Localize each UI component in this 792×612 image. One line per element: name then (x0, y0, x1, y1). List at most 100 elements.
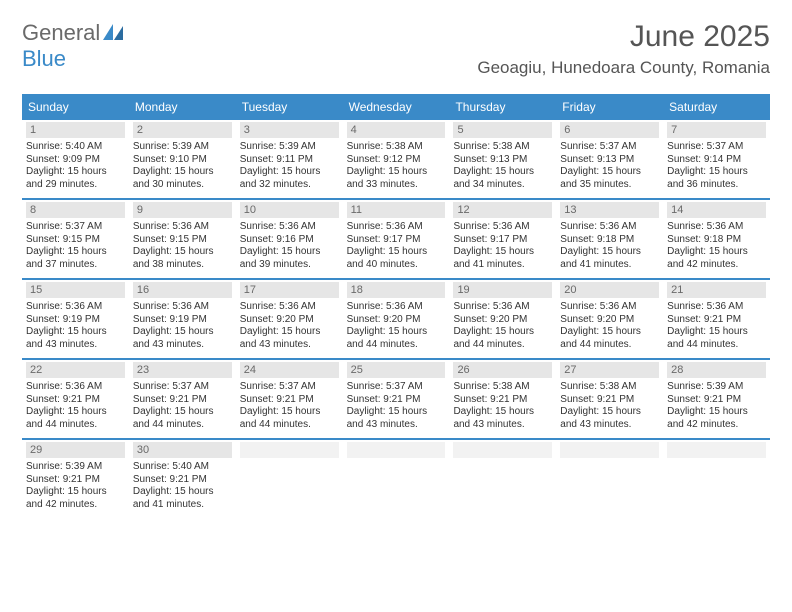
day-number: 20 (560, 282, 659, 298)
cell-daylight2: and 39 minutes. (240, 259, 339, 272)
cell-sunrise: Sunrise: 5:37 AM (667, 141, 766, 154)
cell-daylight1: Daylight: 15 hours (347, 166, 446, 179)
day-number (560, 442, 659, 458)
cell-sunrise: Sunrise: 5:40 AM (26, 141, 125, 154)
calendar-cell: 17Sunrise: 5:36 AMSunset: 9:20 PMDayligh… (236, 280, 343, 358)
dayhead-sun: Sunday (22, 96, 129, 118)
cell-sunrise: Sunrise: 5:40 AM (133, 461, 232, 474)
cell-sunrise: Sunrise: 5:39 AM (240, 141, 339, 154)
cell-daylight2: and 41 minutes. (560, 259, 659, 272)
day-number: 11 (347, 202, 446, 218)
cell-daylight2: and 44 minutes. (347, 339, 446, 352)
cell-daylight2: and 44 minutes. (560, 339, 659, 352)
cell-sunset: Sunset: 9:20 PM (347, 314, 446, 327)
cell-sunset: Sunset: 9:19 PM (133, 314, 232, 327)
logo-text-general: General (22, 20, 100, 46)
cell-daylight2: and 43 minutes. (240, 339, 339, 352)
day-number (240, 442, 339, 458)
calendar-cell: 4Sunrise: 5:38 AMSunset: 9:12 PMDaylight… (343, 120, 450, 198)
logo-text-blue: Blue (22, 46, 66, 71)
cell-daylight1: Daylight: 15 hours (667, 246, 766, 259)
dayhead-tue: Tuesday (236, 96, 343, 118)
day-number: 17 (240, 282, 339, 298)
cell-sunset: Sunset: 9:21 PM (667, 314, 766, 327)
cell-sunset: Sunset: 9:20 PM (453, 314, 552, 327)
calendar-cell: 18Sunrise: 5:36 AMSunset: 9:20 PMDayligh… (343, 280, 450, 358)
cell-daylight2: and 41 minutes. (453, 259, 552, 272)
cell-sunrise: Sunrise: 5:39 AM (26, 461, 125, 474)
dayhead-thu: Thursday (449, 96, 556, 118)
cell-daylight1: Daylight: 15 hours (560, 166, 659, 179)
cell-daylight1: Daylight: 15 hours (667, 326, 766, 339)
header: General June 2025 Geoagiu, Hunedoara Cou… (0, 0, 792, 84)
calendar-cell: 8Sunrise: 5:37 AMSunset: 9:15 PMDaylight… (22, 200, 129, 278)
cell-daylight2: and 37 minutes. (26, 259, 125, 272)
cell-daylight1: Daylight: 15 hours (347, 326, 446, 339)
cell-sunset: Sunset: 9:21 PM (347, 394, 446, 407)
cell-sunset: Sunset: 9:13 PM (560, 154, 659, 167)
day-number: 26 (453, 362, 552, 378)
cell-sunset: Sunset: 9:21 PM (667, 394, 766, 407)
cell-sunrise: Sunrise: 5:38 AM (560, 381, 659, 394)
cell-daylight1: Daylight: 15 hours (26, 246, 125, 259)
cell-sunset: Sunset: 9:21 PM (133, 474, 232, 487)
cell-daylight2: and 40 minutes. (347, 259, 446, 272)
cell-sunrise: Sunrise: 5:38 AM (347, 141, 446, 154)
dayhead-mon: Monday (129, 96, 236, 118)
cell-sunrise: Sunrise: 5:36 AM (240, 301, 339, 314)
week-row: 29 Sunrise: 5:39 AM Sunset: 9:21 PMDayligh… (22, 438, 770, 518)
cell-daylight2: and 30 minutes. (133, 179, 232, 192)
calendar-cell: 19Sunrise: 5:36 AMSunset: 9:20 PMDayligh… (449, 280, 556, 358)
calendar-cell: 14Sunrise: 5:36 AMSunset: 9:18 PMDayligh… (663, 200, 770, 278)
cell-daylight1: Daylight: 15 hours (133, 246, 232, 259)
day-number: 21 (667, 282, 766, 298)
day-number (453, 442, 552, 458)
day-number: 25 (347, 362, 446, 378)
logo: General (22, 20, 125, 46)
day-number: 29 (26, 442, 125, 458)
day-number: 18 (347, 282, 446, 298)
calendar-cell: 11Sunrise: 5:36 AMSunset: 9:17 PMDayligh… (343, 200, 450, 278)
cell-daylight1: Daylight: 15 hours (240, 246, 339, 259)
calendar-cell: 30 Sunrise: 5:40 AMSunset: 9:21 PMDayligh… (129, 440, 236, 518)
cell-sunset: Sunset: 9:11 PM (240, 154, 339, 167)
cell-sunrise: Sunrise: 5:37 AM (26, 221, 125, 234)
cell-sunset: Sunset: 9:20 PM (240, 314, 339, 327)
cell-sunset: Sunset: 9:21 PM (560, 394, 659, 407)
cell-daylight2: and 32 minutes. (240, 179, 339, 192)
cell-daylight1: Daylight: 15 hours (133, 486, 232, 499)
cell-sunrise: Sunrise: 5:36 AM (347, 221, 446, 234)
cell-daylight1: Daylight: 15 hours (240, 166, 339, 179)
cell-sunset: Sunset: 9:21 PM (240, 394, 339, 407)
day-number: 30 (133, 442, 232, 458)
cell-sunset: Sunset: 9:21 PM (133, 394, 232, 407)
cell-sunrise: Sunrise: 5:36 AM (667, 221, 766, 234)
cell-sunrise: Sunrise: 5:36 AM (667, 301, 766, 314)
cell-sunset: Sunset: 9:17 PM (453, 234, 552, 247)
calendar-cell: 3 Sunrise: 5:39 AMSunset: 9:11 PMDaylight… (236, 120, 343, 198)
day-number: 1 (26, 122, 125, 138)
cell-sunrise: Sunrise: 5:38 AM (453, 381, 552, 394)
cell-sunrise: Sunrise: 5:36 AM (560, 221, 659, 234)
cell-sunrise: Sunrise: 5:36 AM (240, 221, 339, 234)
cell-daylight1: Daylight: 15 hours (560, 406, 659, 419)
day-number: 3 (240, 122, 339, 138)
day-number: 28 (667, 362, 766, 378)
cell-sunset: Sunset: 9:21 PM (26, 394, 125, 407)
cell-sunset: Sunset: 9:12 PM (347, 154, 446, 167)
cell-sunrise: Sunrise: 5:39 AM (667, 381, 766, 394)
cell-daylight1: Daylight: 15 hours (453, 406, 552, 419)
cell-daylight1: Daylight: 15 hours (133, 326, 232, 339)
cell-daylight2: and 29 minutes. (26, 179, 125, 192)
cell-daylight2: and 43 minutes. (453, 419, 552, 432)
calendar-cell: 10Sunrise: 5:36 AMSunset: 9:16 PMDayligh… (236, 200, 343, 278)
calendar-cell (663, 440, 770, 518)
cell-sunrise: Sunrise: 5:37 AM (133, 381, 232, 394)
cell-daylight2: and 34 minutes. (453, 179, 552, 192)
calendar-cell: 16Sunrise: 5:36 AMSunset: 9:19 PMDayligh… (129, 280, 236, 358)
day-number: 2 (133, 122, 232, 138)
day-number: 10 (240, 202, 339, 218)
calendar-cell: 21 Sunrise: 5:36 AMSunset: 9:21 PMDayligh… (663, 280, 770, 358)
cell-daylight1: Daylight: 15 hours (667, 406, 766, 419)
calendar-cell: 2Sunrise: 5:39 AMSunset: 9:10 PMDaylight… (129, 120, 236, 198)
